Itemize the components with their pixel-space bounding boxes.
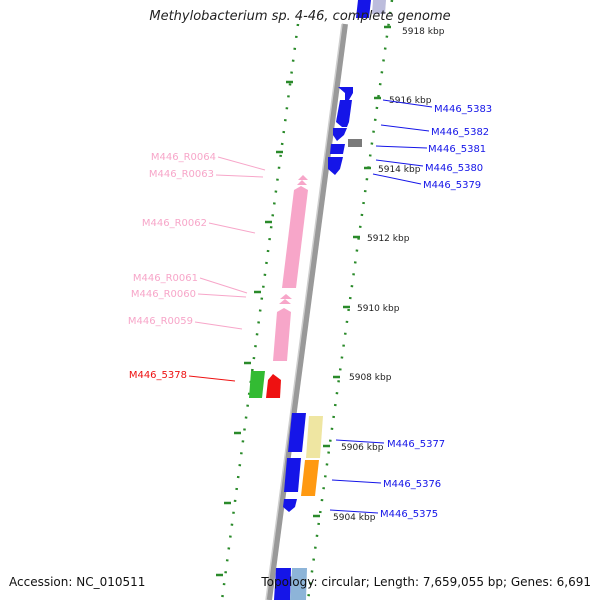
genome-backbone: [266, 23, 348, 600]
inner-ruler: [220, 23, 300, 600]
right-gene-labels: M446_5383 M446_5382 M446_5381 M446_5380 …: [380, 104, 492, 520]
gene-label-highlight[interactable]: M446_5378: [129, 370, 187, 381]
gene-label[interactable]: M446_5377: [387, 439, 445, 450]
leader-line: [329, 509, 379, 514]
leader-line-highlight: [188, 375, 236, 382]
leader-line: [375, 145, 428, 149]
leader-line: [331, 479, 382, 484]
tick-label: 5914 kbp: [378, 165, 421, 175]
gene-feature-M446_5376[interactable]: [284, 458, 301, 492]
leader-line: [372, 173, 422, 185]
tick-label: 5918 kbp: [402, 27, 445, 37]
gene-label[interactable]: M446_5383: [434, 104, 492, 115]
gene-label[interactable]: M446_5379: [423, 180, 481, 191]
leader-line: [382, 99, 433, 108]
gene-feature-M446_5379[interactable]: [328, 157, 343, 175]
gene-label[interactable]: M446_5380: [425, 163, 483, 174]
gene-label[interactable]: M446_R0064: [151, 152, 216, 163]
gene-label[interactable]: M446_R0059: [128, 316, 193, 327]
gene-feature-top[interactable]: [372, 0, 386, 14]
gene-feature-M446_5381[interactable]: [348, 139, 362, 147]
gene-label[interactable]: M446_5381: [428, 144, 486, 155]
gene-label[interactable]: M446_R0063: [149, 169, 214, 180]
gene-label[interactable]: M446_5382: [431, 127, 489, 138]
rna-marker-M446_R0063[interactable]: [297, 180, 307, 185]
genome-backbone-highlight: [265, 23, 343, 600]
gene-label[interactable]: M446_R0062: [142, 218, 207, 229]
rna-marker-M446_R0061[interactable]: [280, 294, 292, 299]
map-title: Methylobacterium sp. 4-46, complete geno…: [149, 9, 451, 24]
gene-label[interactable]: M446_R0061: [133, 273, 198, 284]
gene-feature-top[interactable]: [356, 0, 371, 18]
gene-feature-M446_5375[interactable]: [283, 499, 297, 512]
tick-label: 5910 kbp: [357, 304, 400, 314]
tick-label: 5912 kbp: [367, 234, 410, 244]
gene-feature-M446_5380[interactable]: [330, 144, 345, 154]
tick-label: 5904 kbp: [333, 513, 376, 523]
leader-line: [375, 159, 424, 167]
gene-feature-M446_5378-green[interactable]: [249, 371, 265, 398]
left-leaders: [194, 156, 266, 330]
right-leaders: [329, 99, 433, 514]
rna-marker-M446_R0064[interactable]: [298, 175, 308, 180]
accession-text: Accession: NC_010511: [9, 575, 146, 589]
gene-label[interactable]: M446_5376: [383, 479, 441, 490]
leader-line: [335, 439, 385, 444]
gene-label[interactable]: M446_R0060: [131, 289, 196, 300]
tick-label: 5916 kbp: [389, 96, 432, 106]
left-gene-labels: M446_R0064 M446_R0063 M446_R0062 M446_R0…: [128, 152, 216, 327]
gene-label[interactable]: M446_5375: [380, 509, 438, 520]
leader-line: [217, 156, 266, 171]
gene-feature-M446_5378-red[interactable]: [266, 374, 281, 398]
ruler-ticks: [216, 25, 391, 577]
topology-text: Topology: circular; Length: 7,659,055 bp…: [261, 575, 591, 589]
leader-line: [215, 174, 264, 178]
rna-feature-M446_R0059[interactable]: [273, 308, 291, 361]
gene-feature-bottom[interactable]: [290, 568, 307, 600]
rna-feature-M446_R0062[interactable]: [282, 186, 308, 288]
gene-feature-M446_5381b[interactable]: [333, 128, 347, 141]
gene-feature-M446_5376-orange[interactable]: [301, 460, 319, 496]
gene-feature-bottom[interactable]: [274, 568, 291, 600]
outer-ruler: [306, 0, 394, 600]
rna-marker-M446_R0060[interactable]: [279, 299, 291, 304]
leader-line: [199, 277, 248, 294]
leader-line: [197, 293, 247, 298]
leader-line: [380, 124, 430, 132]
gene-feature-M446_5377[interactable]: [288, 413, 306, 452]
tick-label: 5906 kbp: [341, 443, 384, 453]
tick-label: 5908 kbp: [349, 373, 392, 383]
leader-line: [208, 222, 256, 234]
kbp-labels: 5918 kbp 5916 kbp 5914 kbp 5912 kbp 5910…: [333, 27, 445, 523]
leader-line: [194, 321, 243, 330]
gene-feature-M446_5377-khaki[interactable]: [306, 416, 323, 458]
gene-feature-M446_5383[interactable]: [338, 87, 353, 100]
gene-feature-M446_5382[interactable]: [336, 100, 352, 127]
